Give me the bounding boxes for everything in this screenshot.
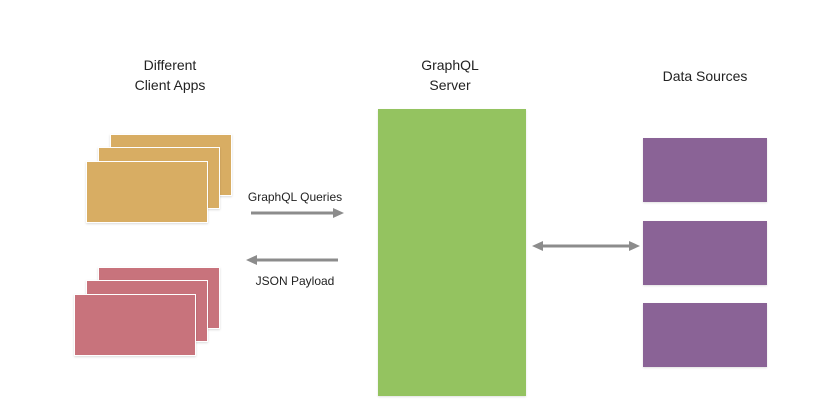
data-sources-heading: Data Sources: [662, 68, 748, 84]
query-arrow: [251, 208, 344, 218]
json-payload-label: JSON Payload: [255, 274, 335, 288]
data-source-box-3: [643, 303, 767, 367]
graphql-server-box: [378, 109, 526, 396]
clients-heading: Different Client Apps: [110, 55, 230, 95]
clients-heading-line-1: Different: [143, 57, 197, 73]
client-app-card-yellow-front: [86, 161, 208, 223]
server-data-bidirectional-arrow: [532, 241, 640, 251]
server-heading-line-1: GraphQL: [421, 57, 479, 73]
payload-arrow: [246, 255, 338, 265]
graphql-queries-label: GraphQL Queries: [247, 190, 343, 204]
clients-heading-line-2: Client Apps: [134, 77, 206, 93]
server-heading: GraphQL Server: [390, 55, 510, 95]
data-source-box-2: [643, 221, 767, 285]
server-heading-line-2: Server: [429, 77, 471, 93]
client-app-card-red-front: [74, 294, 196, 356]
data-source-box-1: [643, 138, 767, 202]
